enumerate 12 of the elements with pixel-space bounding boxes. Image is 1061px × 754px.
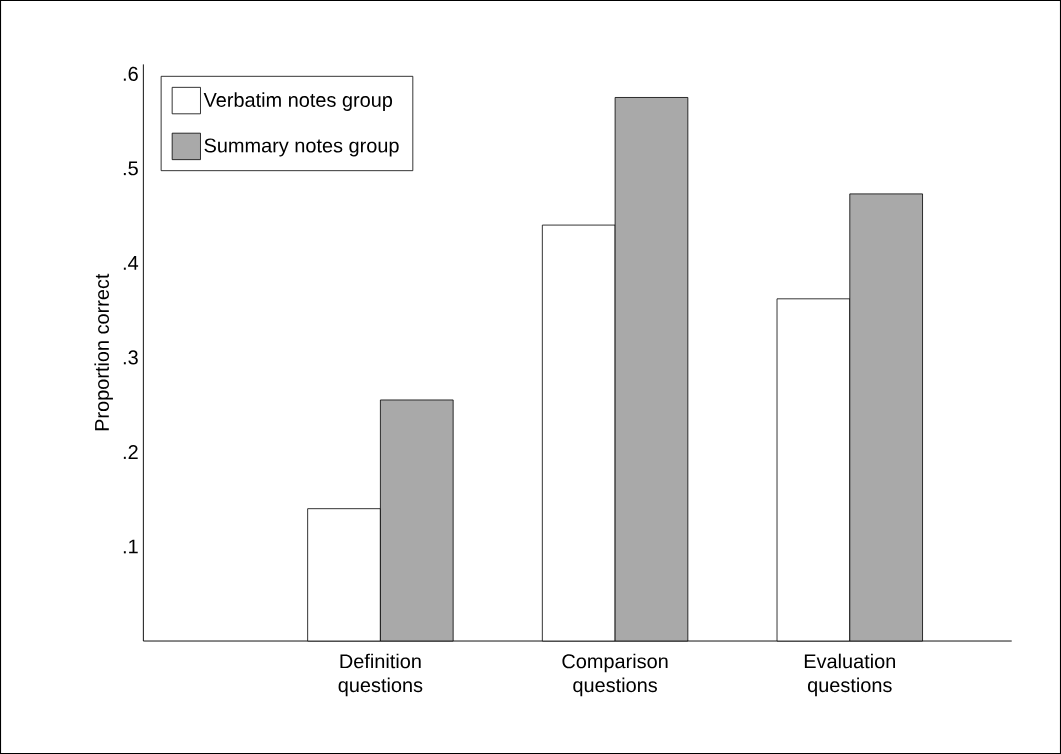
x-tick-label: Evaluation questions — [804, 653, 895, 697]
x-tick-label: Comparison questions — [562, 653, 668, 697]
y-axis-title: Proportion correct — [94, 273, 113, 431]
y-tick-label: .5 — [123, 161, 138, 176]
y-tick-label: .1 — [123, 539, 138, 554]
legend-label: Verbatim notes group — [203, 92, 393, 111]
y-tick-label: .4 — [123, 255, 139, 270]
y-tick-label: .3 — [123, 350, 138, 365]
x-tick-label: Definition questions — [338, 653, 423, 697]
y-tick-label: .2 — [123, 444, 138, 459]
legend-label: Summary notes group — [204, 138, 399, 157]
y-tick-label: .6 — [123, 66, 138, 81]
